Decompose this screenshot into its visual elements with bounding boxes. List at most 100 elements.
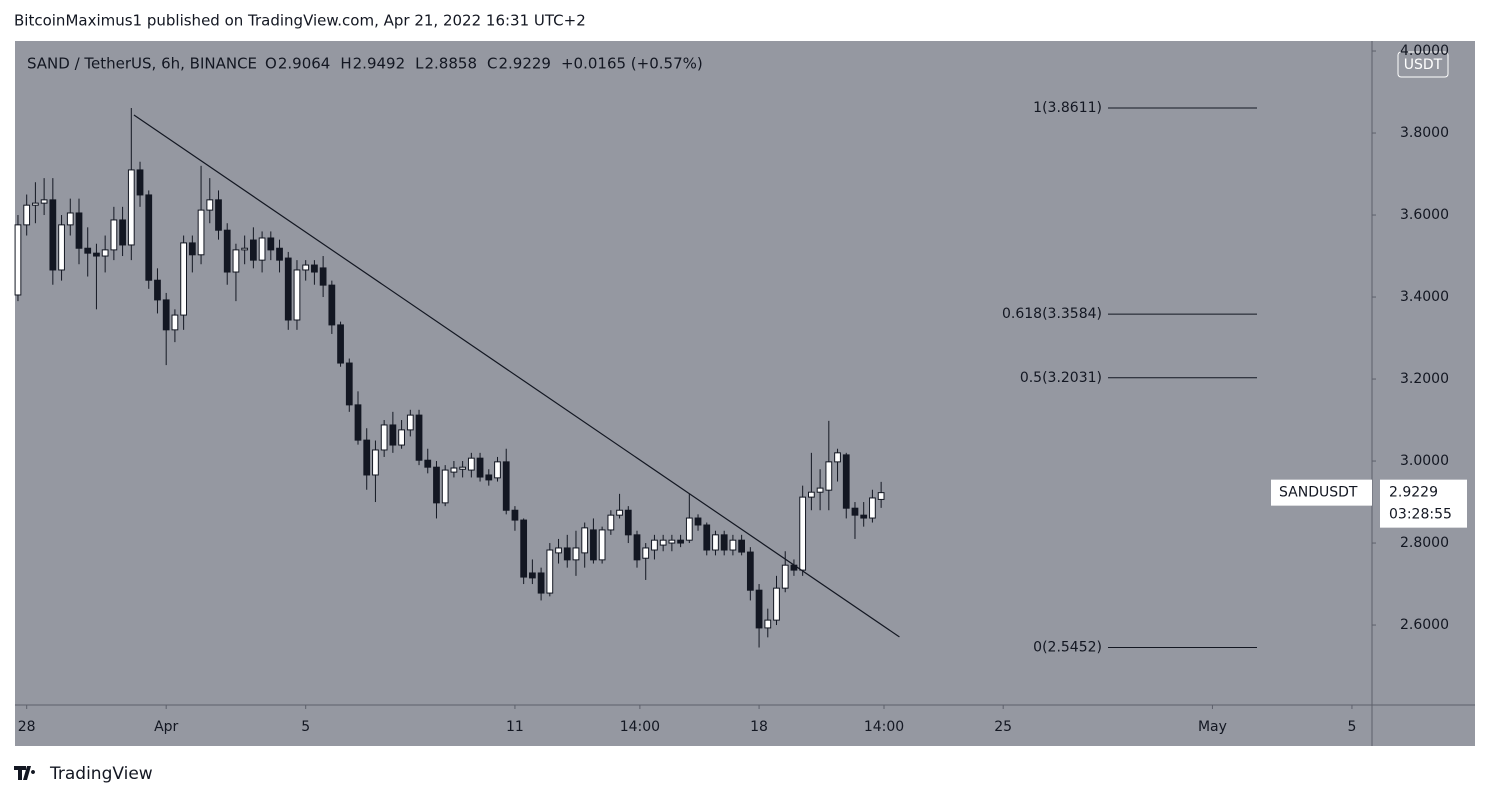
candle-body — [476, 457, 484, 478]
candle-body — [467, 457, 475, 471]
y-tick-label: 2.6000 — [1400, 617, 1449, 633]
candle-body — [703, 524, 711, 551]
candle-body — [380, 424, 388, 451]
candle-body — [642, 547, 650, 559]
candle-body — [110, 219, 118, 251]
candle-body — [633, 534, 641, 561]
x-tick-label: 14:00 — [864, 719, 904, 735]
symbol-legend: SAND / TetherUS, 6h, BINANCE — [27, 55, 257, 73]
candle-body — [241, 247, 249, 251]
candle-body — [162, 299, 170, 331]
candle-body — [127, 169, 135, 246]
candle-body — [738, 539, 746, 553]
y-tick-label: 3.0000 — [1400, 453, 1449, 469]
trend-line — [133, 114, 900, 638]
candle-body — [66, 212, 74, 226]
candle-body — [799, 496, 807, 571]
candle-body — [720, 534, 728, 551]
candle-body — [14, 224, 22, 296]
candle-body — [590, 529, 597, 561]
candle-body — [232, 249, 240, 273]
y-tick-label: 3.6000 — [1400, 207, 1449, 223]
y-tick-label: 3.4000 — [1400, 289, 1449, 305]
candle-body — [276, 247, 283, 261]
currency-badge[interactable] — [1397, 51, 1449, 78]
candle-body — [546, 549, 554, 594]
y-tick-label: 4.0000 — [1400, 43, 1449, 59]
candle-body — [729, 539, 737, 551]
tv-logo — [14, 766, 36, 780]
brand-name: TradingView — [49, 764, 153, 784]
candle-body — [877, 492, 885, 500]
candle-body — [616, 509, 623, 516]
candle-body — [781, 564, 789, 589]
x-tick-label: 28 — [18, 719, 36, 735]
candle-body — [851, 507, 859, 516]
candle-body — [677, 539, 684, 544]
candle-body — [572, 547, 580, 561]
candle-body — [659, 539, 667, 546]
chart-panel — [15, 41, 1475, 746]
fib-label: 0.618(3.3584) — [1002, 306, 1102, 322]
x-tick-label: May — [1198, 719, 1227, 735]
candle-body — [363, 439, 371, 476]
candle-body — [842, 454, 850, 509]
x-tick-label: 25 — [994, 719, 1012, 735]
x-tick-label: 11 — [506, 719, 524, 735]
plot: 1(3.8611) 0.618(3.3584) 0.5(3.2031) 0(2.545… — [14, 100, 1257, 656]
candle-body — [302, 264, 310, 271]
candle-body — [459, 466, 467, 470]
ticker-label: SANDUSDT — [1279, 485, 1358, 501]
candle-body — [188, 242, 196, 256]
candle-body — [511, 509, 519, 521]
candle-body — [284, 257, 292, 321]
candle-body — [581, 527, 589, 554]
candle-body — [215, 199, 222, 231]
x-tick-label: 18 — [750, 719, 768, 735]
candle-body — [75, 212, 83, 249]
currency-label: USDT — [1404, 57, 1443, 73]
candle-body — [119, 219, 126, 246]
candle-body — [311, 264, 318, 273]
candle-body — [249, 239, 257, 261]
y-tick-label: 3.8000 — [1400, 125, 1449, 141]
ohlc-key: H — [340, 55, 351, 73]
ohlc-value: 2.9492 — [353, 55, 406, 73]
candle-body — [415, 414, 423, 461]
candle-body — [206, 199, 214, 211]
candle-body — [598, 529, 606, 561]
candle-body — [32, 202, 39, 206]
candle-body — [834, 452, 841, 463]
x-tick-label: Apr — [154, 719, 178, 735]
x-tick-label: 5 — [1347, 719, 1356, 735]
x-tick-label: 14:00 — [620, 719, 660, 735]
last-price: 2.9229 — [1389, 485, 1438, 501]
candle-body — [171, 314, 179, 331]
candle-body — [869, 497, 876, 519]
publish-header: BitcoinMaximus1 published on TradingView… — [14, 12, 586, 30]
candle-body — [808, 491, 815, 498]
ohlc-key: O — [265, 55, 277, 73]
candle-body — [293, 269, 301, 321]
candle-body — [337, 324, 344, 364]
candle-body — [528, 572, 536, 579]
price-box — [1380, 479, 1467, 528]
ohlc-key: L — [415, 55, 424, 73]
candle-body — [424, 459, 432, 468]
candle-body — [555, 547, 562, 554]
change-value: +0.0165 (+0.57%) — [561, 55, 703, 73]
candle-body — [685, 517, 693, 541]
candle-body — [502, 461, 510, 511]
candle-body — [145, 194, 153, 281]
candle-body — [441, 469, 449, 504]
candle-body — [764, 619, 772, 629]
ticker-box — [1271, 479, 1372, 506]
countdown: 03:28:55 — [1389, 507, 1452, 523]
candle-body — [624, 509, 632, 536]
candle-body — [485, 474, 493, 481]
candle-body — [537, 572, 545, 594]
candle-body — [825, 461, 833, 491]
y-tick-label: 3.2000 — [1400, 371, 1449, 387]
candle-body — [93, 252, 100, 257]
